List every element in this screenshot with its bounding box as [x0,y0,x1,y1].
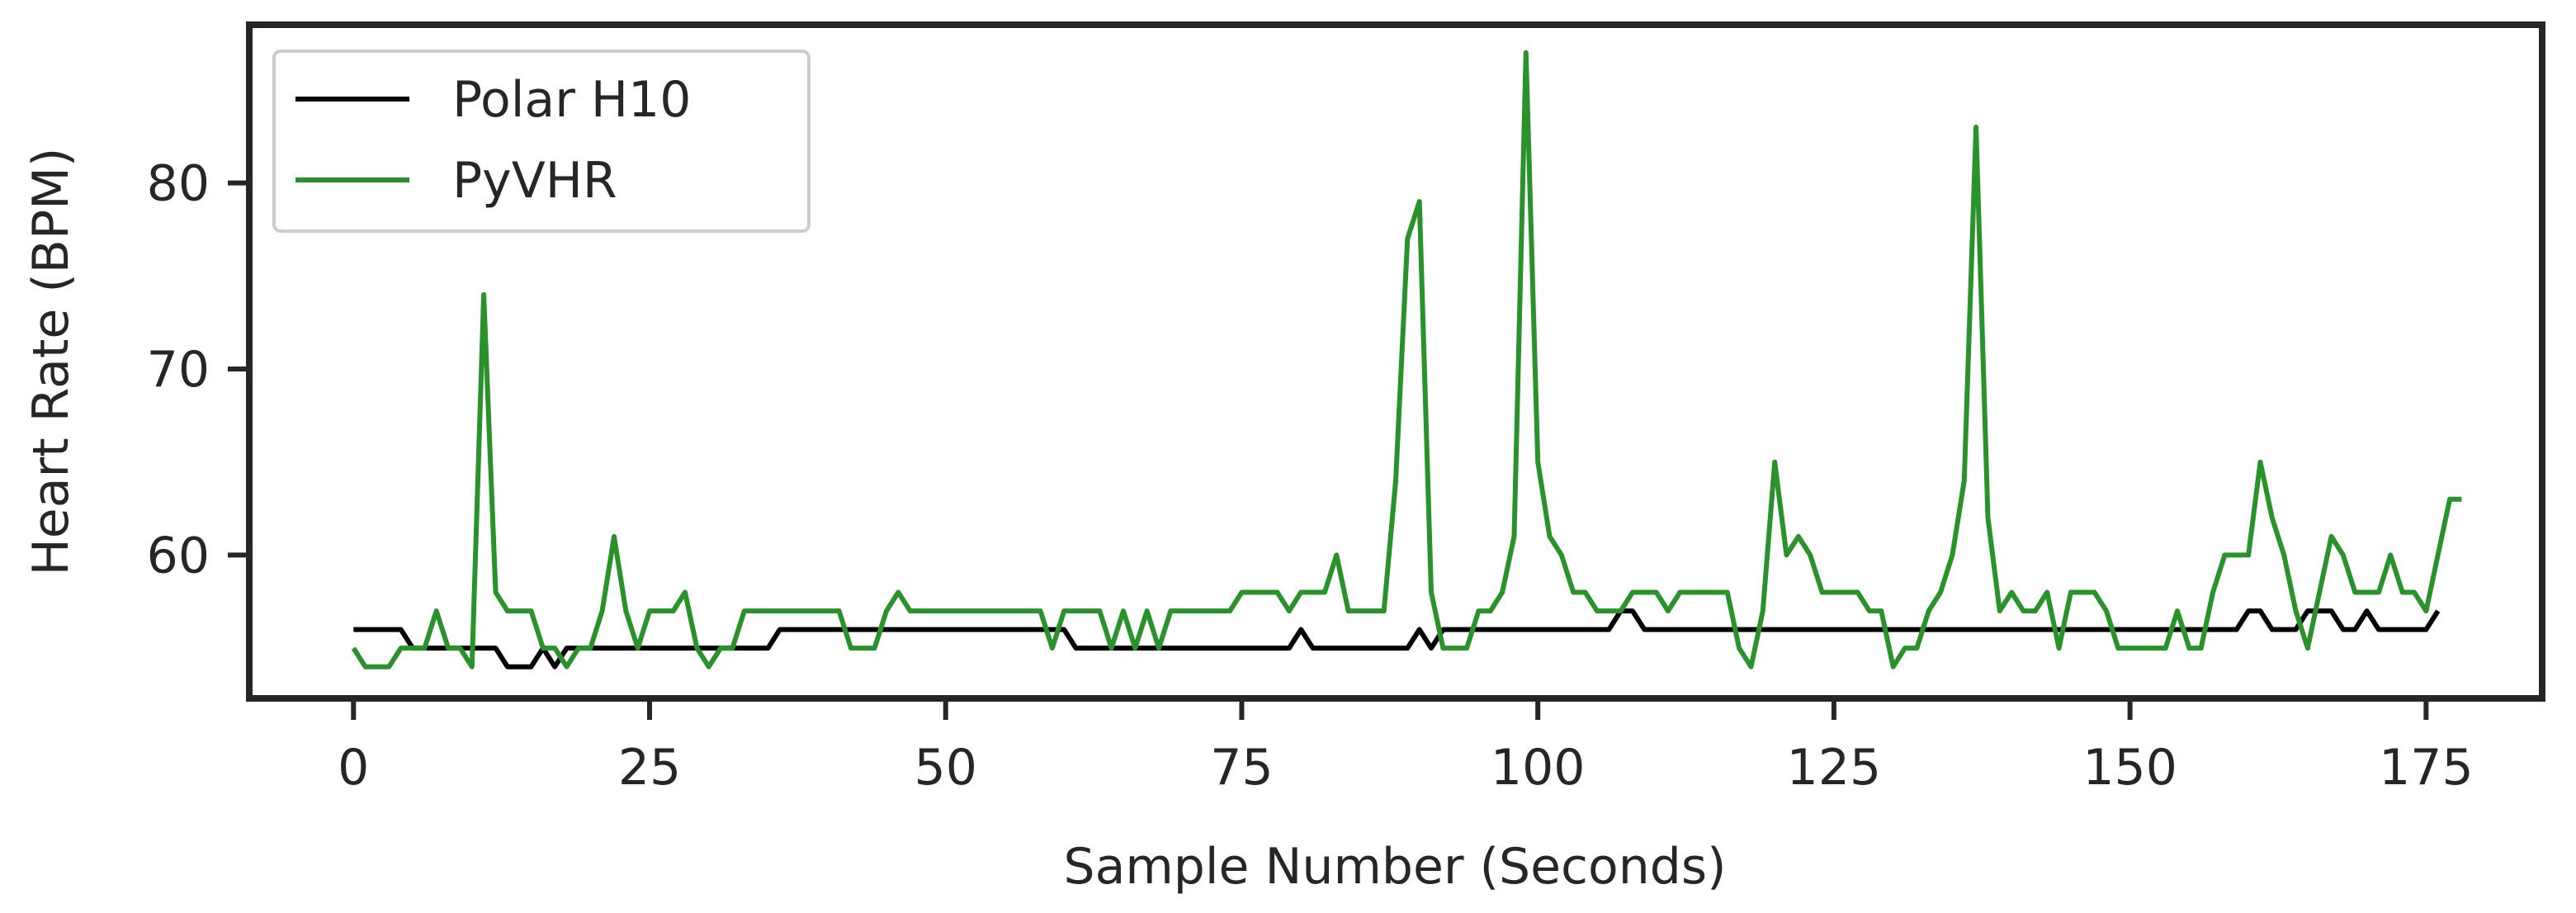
y-axis: 60 70 80 [147,155,249,584]
legend-box [272,50,811,233]
legend-label: Polar H10 [452,71,691,129]
y-axis-label: Heart Rate (BPM) [22,148,80,576]
x-tick-label: 75 [1210,739,1273,797]
series-layer [351,50,2462,669]
series-line-pyvhr [351,50,2462,669]
x-tick-label: 0 [338,739,369,797]
x-tick-label: 100 [1491,739,1586,797]
x-tick-label: 175 [2379,739,2474,797]
plot-frame [246,21,2545,702]
y-tick-label: 70 [147,341,210,399]
x-tick-label: 125 [1787,739,1882,797]
legend-label: PyVHR [452,152,617,210]
x-tick-label: 25 [618,739,681,797]
x-tick-label: 150 [2082,739,2177,797]
y-tick-label: 80 [147,155,210,213]
series-line-polar-h10 [353,608,2441,669]
legend: Polar H10 PyVHR [272,50,811,233]
x-axis-label: Sample Number (Seconds) [1063,838,1726,896]
x-axis: 0 25 50 75 100 125 150 175 [338,698,2474,797]
y-tick-label: 60 [147,527,210,584]
x-tick-label: 50 [915,739,977,797]
